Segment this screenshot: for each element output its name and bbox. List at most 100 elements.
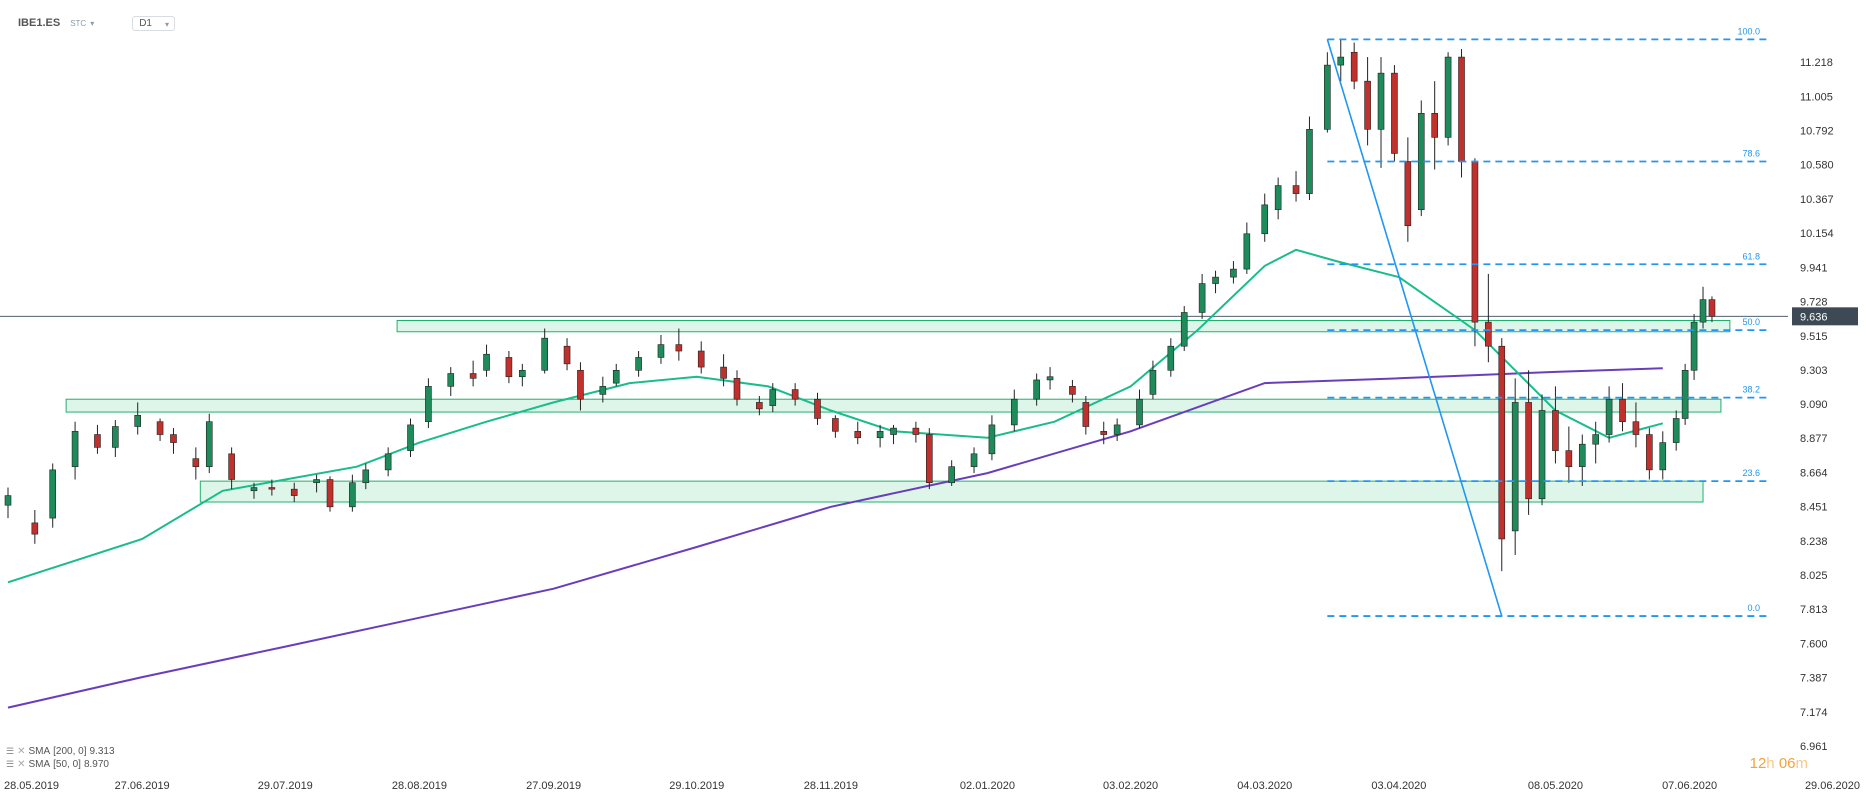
candle — [192, 447, 200, 480]
candle — [697, 341, 705, 374]
y-tick-label: 9.515 — [1800, 331, 1828, 343]
candle — [205, 413, 213, 474]
candle — [1632, 402, 1640, 448]
y-tick-label: 8.238 — [1800, 536, 1828, 548]
legend-list-icon[interactable]: ☰ — [6, 759, 15, 769]
candle-body — [156, 421, 164, 435]
y-tick-label: 9.728 — [1800, 297, 1828, 309]
fib-trend-line — [1326, 39, 1503, 617]
candle — [720, 354, 727, 387]
candle-body — [268, 487, 276, 490]
y-tick-label: 8.664 — [1800, 467, 1828, 479]
y-tick-label: 8.877 — [1800, 433, 1828, 445]
legend-sma200-params: [200, 0] — [53, 746, 87, 757]
candle-body — [1444, 56, 1452, 138]
y-tick-label: 9.303 — [1800, 365, 1828, 377]
candle — [1167, 338, 1175, 377]
candle-body — [447, 373, 455, 387]
candle-body — [1136, 398, 1143, 426]
legend-sma50[interactable]: ☰ ✕ SMA [50, 0] 8.970 — [6, 759, 109, 770]
support-resistance-zone-0 — [396, 320, 1731, 333]
candle — [1010, 389, 1018, 432]
candle-body — [483, 353, 490, 371]
candle-body — [407, 424, 414, 451]
candle — [926, 428, 933, 490]
candle-body — [1033, 379, 1040, 400]
y-tick-label: 8.451 — [1800, 502, 1828, 514]
candle — [988, 415, 996, 461]
candle — [1552, 386, 1559, 464]
candle — [1230, 261, 1237, 284]
candle-body — [577, 369, 584, 400]
candle-body — [205, 421, 213, 467]
legend-sma200[interactable]: ☰ ✕ SMA [200, 0] 9.313 — [6, 746, 115, 757]
candle — [49, 463, 57, 528]
candle-body — [720, 366, 727, 379]
x-tick-label: 29.07.2019 — [258, 780, 313, 792]
candle — [756, 395, 763, 416]
timeframe-selector[interactable]: D1 ▾ — [132, 15, 175, 31]
candle-body — [814, 398, 821, 419]
candle-body — [1350, 51, 1358, 82]
candle — [541, 328, 548, 374]
candle — [156, 418, 164, 441]
candle — [1149, 360, 1157, 400]
candle — [1444, 52, 1452, 146]
candle — [675, 328, 683, 361]
candle-body — [1498, 345, 1506, 540]
x-tick-label: 02.01.2020 — [960, 780, 1015, 792]
fib-level-label: 38.2 — [1742, 385, 1760, 395]
candle-body — [362, 469, 370, 484]
candle-body — [1485, 321, 1492, 347]
candle-timer: 12h 06m — [1750, 755, 1808, 772]
candle-body — [1167, 345, 1175, 371]
legend-list-icon[interactable]: ☰ — [6, 746, 15, 756]
candle — [1511, 378, 1519, 556]
candle — [1033, 373, 1040, 406]
close-icon[interactable]: ✕ — [17, 759, 26, 770]
candle-body — [384, 453, 392, 471]
candle-body — [970, 453, 978, 467]
candle-body — [1377, 72, 1385, 130]
candle — [384, 447, 392, 477]
candle — [635, 351, 642, 377]
candle-body — [1180, 312, 1188, 347]
candle — [1498, 338, 1506, 572]
y-tick-label: 7.174 — [1800, 707, 1828, 719]
candle-body — [541, 337, 548, 371]
candle-body — [1690, 321, 1698, 371]
candle — [1046, 367, 1054, 390]
candle — [657, 334, 665, 364]
candle-body — [1659, 442, 1667, 471]
candle-body — [1431, 112, 1438, 138]
candle — [268, 479, 276, 496]
candle-body — [1578, 443, 1586, 467]
timer-hours-unit: h — [1766, 755, 1775, 772]
source-selector[interactable]: STC ▾ — [70, 19, 94, 28]
candle — [1431, 81, 1438, 170]
candle-body — [1619, 398, 1626, 422]
x-tick-label: 03.04.2020 — [1371, 780, 1426, 792]
candle-body — [134, 414, 141, 427]
candle-body — [1511, 402, 1519, 532]
candle — [112, 420, 119, 458]
candle-body — [1306, 129, 1313, 194]
candle-body — [1274, 185, 1282, 210]
symbol-label[interactable]: IBE1.ES — [18, 17, 61, 29]
candle — [1471, 158, 1479, 347]
candle-body — [1552, 410, 1559, 451]
candle — [1212, 270, 1219, 294]
candle-body — [4, 495, 12, 506]
candle-body — [1681, 369, 1689, 419]
y-tick-label: 6.961 — [1800, 741, 1828, 753]
candle-body — [1292, 185, 1300, 194]
candle-body — [1672, 418, 1680, 443]
candle — [313, 474, 320, 493]
close-icon[interactable]: ✕ — [17, 746, 26, 757]
candle-body — [854, 431, 862, 439]
candle-body — [657, 344, 665, 358]
candle — [250, 482, 258, 499]
candle-body — [675, 344, 683, 352]
timeframe-label: D1 — [139, 17, 152, 29]
